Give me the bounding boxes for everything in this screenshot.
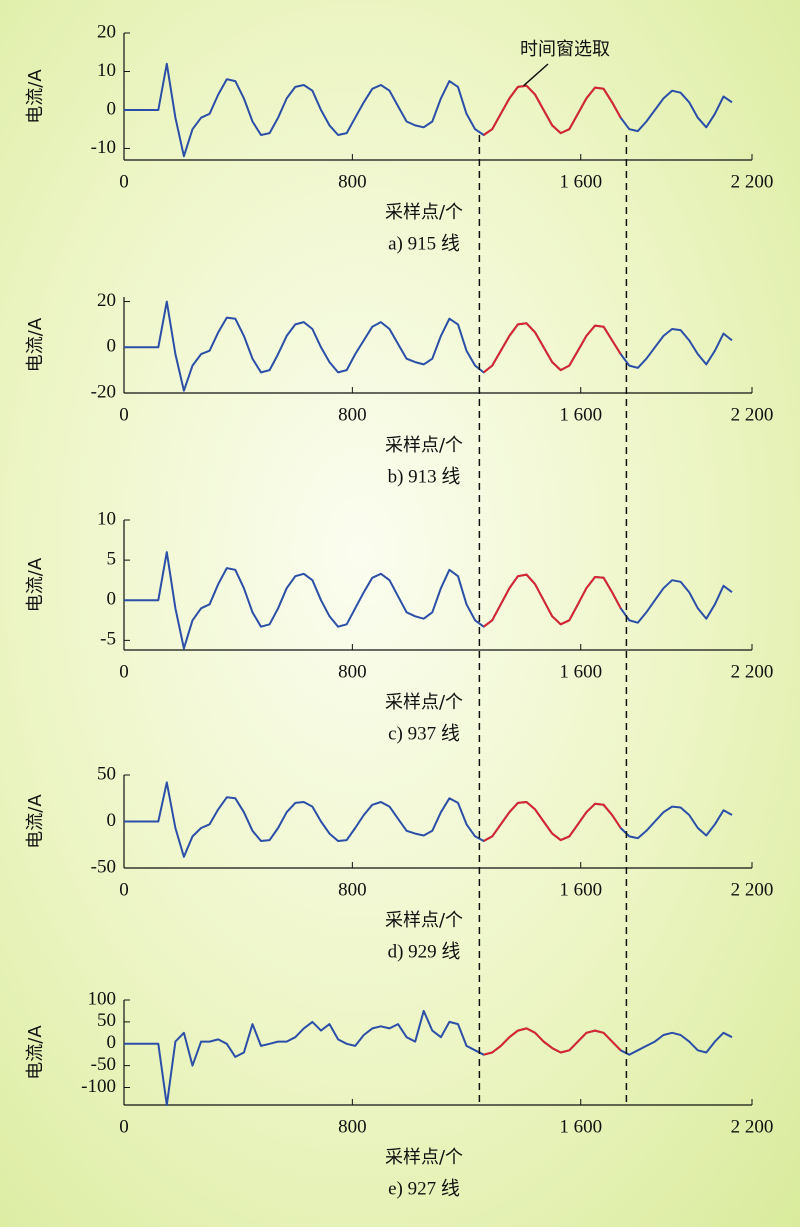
y-tick-label: 20 [97, 290, 116, 311]
caption: b) 913 线 [388, 465, 461, 487]
y-tick-label: -50 [91, 856, 116, 877]
annotation: 时间窗选取 [520, 39, 610, 60]
x-axis-label: 采样点/个 [385, 692, 463, 713]
x-tick-label: 2 200 [731, 404, 774, 425]
x-tick-label: 2 200 [731, 879, 774, 900]
x-axis-label: 采样点/个 [385, 202, 463, 223]
y-tick-label: -50 [91, 1054, 116, 1075]
y-axis-label: 电流/A [25, 317, 46, 372]
series-line [124, 551, 733, 650]
y-tick-label: -5 [100, 629, 116, 650]
y-tick-label: 100 [88, 988, 117, 1009]
annotation-arrow [523, 63, 549, 87]
x-tick-label: 0 [119, 404, 129, 425]
x-tick-label: 2 200 [731, 661, 774, 682]
y-tick-label: -20 [91, 381, 116, 402]
y-tick-label: 20 [97, 21, 116, 42]
y-axis-label: 电流/A [25, 557, 46, 612]
y-tick-label: 0 [107, 810, 117, 831]
x-tick-label: 1 600 [559, 661, 602, 682]
series-line [124, 781, 733, 858]
x-axis-label: 采样点/个 [385, 435, 463, 456]
x-tick-label: 0 [119, 1116, 129, 1137]
y-tick-label: 0 [107, 589, 117, 610]
x-tick-label: 800 [338, 171, 367, 192]
y-tick-label: 50 [97, 763, 116, 784]
y-tick-label: 0 [107, 336, 117, 357]
series-line [124, 1009, 733, 1106]
x-tick-label: 1 600 [559, 404, 602, 425]
series-line [124, 300, 733, 392]
x-tick-label: 800 [338, 879, 367, 900]
y-tick-label: -100 [81, 1076, 116, 1097]
x-tick-label: 2 200 [731, 1116, 774, 1137]
caption: d) 929 线 [388, 940, 461, 962]
x-tick-label: 800 [338, 1116, 367, 1137]
series-line [483, 1027, 622, 1056]
x-tick-label: 0 [119, 661, 129, 682]
series-line [483, 322, 622, 374]
caption: a) 915 线 [388, 232, 460, 254]
y-tick-label: 50 [97, 1010, 116, 1031]
x-tick-label: 1 600 [559, 171, 602, 192]
series-line [483, 573, 622, 628]
series-line [483, 84, 622, 136]
y-tick-label: 0 [107, 98, 117, 119]
x-tick-label: 1 600 [559, 879, 602, 900]
caption: c) 937 线 [388, 722, 460, 744]
y-tick-label: 5 [107, 548, 117, 569]
x-tick-label: 800 [338, 661, 367, 682]
x-tick-label: 2 200 [731, 171, 774, 192]
x-axis-label: 采样点/个 [385, 1147, 463, 1168]
y-tick-label: 0 [107, 1032, 117, 1053]
series-line [483, 801, 622, 842]
x-axis-label: 采样点/个 [385, 910, 463, 931]
x-tick-label: 0 [119, 879, 129, 900]
series-line [124, 62, 733, 158]
y-tick-label: -10 [91, 137, 116, 158]
x-tick-label: 1 600 [559, 1116, 602, 1137]
y-axis-label: 电流/A [25, 69, 46, 124]
y-tick-label: 10 [97, 60, 116, 81]
y-axis-label: 电流/A [25, 794, 46, 849]
y-tick-label: 10 [97, 508, 116, 529]
y-axis-label: 电流/A [25, 1025, 46, 1080]
caption: e) 927 线 [388, 1177, 460, 1199]
x-tick-label: 800 [338, 404, 367, 425]
x-tick-label: 0 [119, 171, 129, 192]
